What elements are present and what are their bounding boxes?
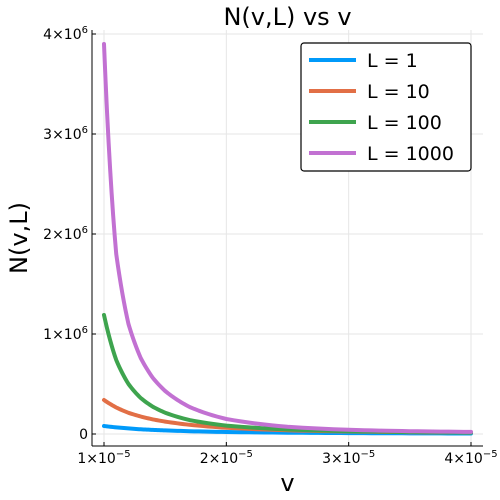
series-line-4 xyxy=(102,42,473,434)
legend-label: L = 10 xyxy=(367,81,430,103)
x-axis-label: v xyxy=(280,469,294,497)
y-tick-label: 3×106 xyxy=(43,125,88,143)
x-tick-label: 3×10−5 xyxy=(322,449,375,467)
y-axis-label: N(v,L) xyxy=(5,202,33,274)
legend-label: L = 1 xyxy=(367,50,418,72)
y-tick-label: 1×106 xyxy=(43,325,88,343)
legend-label: L = 100 xyxy=(367,112,442,134)
legend-label: L = 1000 xyxy=(367,143,454,165)
legend-box xyxy=(300,42,472,172)
axes xyxy=(91,30,483,447)
x-tick-label: 2×10−5 xyxy=(200,449,253,467)
tick-labels: 1×10−5 2×10−5 3×10−5 4×10−5 0 1×106 2×106 3×106… xyxy=(43,25,497,467)
y-tick-label: 0 xyxy=(79,427,88,443)
series-lines xyxy=(102,42,473,436)
legend: L = 1 L = 10 L = 100 L = 1000 xyxy=(300,42,472,172)
x-tick-label: 1×10−5 xyxy=(77,449,130,467)
y-tick-label: 4×106 xyxy=(43,25,88,43)
y-tick-label: 2×106 xyxy=(43,225,88,243)
chart-title: N(v,L) vs v xyxy=(223,3,351,31)
x-tick-label: 4×10−5 xyxy=(444,449,497,467)
